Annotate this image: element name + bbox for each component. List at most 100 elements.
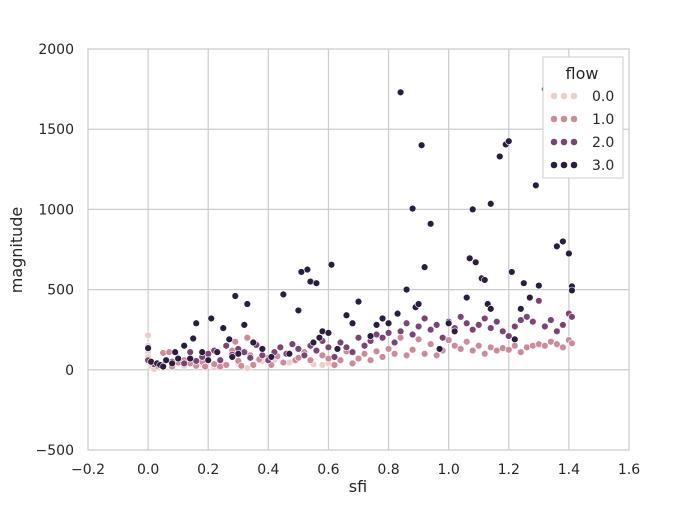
data-point	[414, 322, 423, 331]
data-point	[189, 334, 197, 343]
data-point	[517, 305, 525, 313]
data-point	[390, 350, 399, 358]
data-point	[285, 350, 294, 358]
legend-label: 2.0	[592, 135, 614, 151]
data-point	[469, 346, 477, 355]
data-point	[505, 137, 513, 145]
data-point	[300, 351, 309, 360]
data-point	[384, 329, 393, 337]
data-point	[541, 342, 549, 350]
data-point	[378, 334, 387, 342]
data-point	[487, 324, 495, 332]
data-point	[390, 338, 399, 347]
data-point	[231, 292, 239, 300]
data-point	[493, 317, 501, 326]
data-point	[249, 361, 258, 369]
data-point	[435, 345, 444, 353]
data-point	[201, 362, 209, 371]
data-point	[511, 342, 519, 350]
data-point	[216, 356, 224, 364]
data-point	[472, 258, 480, 267]
y-tick-label: −500	[36, 443, 74, 459]
x-tick-label: 1.4	[558, 462, 580, 478]
data-point	[279, 290, 288, 299]
legend-item: 0.0	[550, 89, 614, 105]
data-point	[372, 347, 381, 356]
data-point	[402, 285, 411, 294]
data-point	[219, 324, 227, 332]
data-point	[396, 327, 405, 336]
data-point	[402, 351, 411, 360]
data-point	[342, 343, 351, 352]
data-point	[508, 268, 516, 276]
data-point	[186, 354, 194, 363]
data-point	[559, 237, 567, 246]
data-point	[396, 88, 405, 97]
data-point	[354, 334, 363, 342]
data-point	[393, 309, 402, 318]
data-point	[240, 321, 248, 329]
data-point	[198, 348, 206, 356]
data-point	[171, 348, 179, 356]
data-point	[330, 353, 339, 361]
data-point	[348, 359, 357, 368]
data-point	[499, 327, 507, 336]
data-point	[499, 344, 507, 352]
data-point	[243, 300, 251, 308]
data-point	[204, 356, 212, 364]
data-point	[159, 349, 167, 357]
data-point	[309, 338, 318, 347]
data-point	[312, 346, 321, 355]
y-tick-label: 2000	[38, 42, 74, 58]
data-point	[496, 152, 504, 161]
legend: flow 0.0 1.0 2.0 3.0	[542, 56, 624, 179]
x-tick-label: 0.8	[377, 462, 399, 478]
data-point	[324, 354, 333, 363]
data-point	[174, 354, 182, 363]
data-point	[475, 321, 483, 329]
data-point	[565, 249, 573, 258]
data-point	[243, 334, 251, 342]
data-point	[420, 314, 429, 323]
x-tick-label: 1.0	[438, 462, 460, 478]
data-point	[384, 319, 393, 327]
data-point	[568, 313, 576, 321]
data-point	[342, 311, 351, 319]
data-point	[186, 348, 194, 356]
x-tick-label: 1.6	[618, 462, 640, 478]
data-point	[192, 319, 200, 327]
data-point	[306, 277, 315, 286]
data-point	[147, 358, 155, 366]
legend-label: 1.0	[592, 112, 614, 128]
data-point	[517, 348, 525, 356]
series-1.0	[153, 334, 576, 371]
data-point	[481, 276, 489, 284]
legend-label: 3.0	[592, 158, 614, 174]
data-point	[450, 342, 459, 350]
legend-marker	[550, 115, 558, 123]
data-point	[426, 326, 435, 334]
data-points	[144, 85, 576, 373]
data-point	[213, 348, 221, 356]
data-point	[249, 338, 258, 347]
data-point	[568, 286, 576, 295]
legend-marker	[570, 115, 578, 123]
legend-marker	[560, 115, 568, 123]
data-point	[348, 348, 357, 356]
data-point	[417, 141, 426, 149]
data-point	[267, 353, 276, 361]
x-tick-labels: −0.2 0.0 0.2 0.4 0.6 0.8 1.0 1.2 1.4 1.6	[71, 462, 640, 478]
data-point	[258, 345, 267, 353]
data-point	[414, 335, 423, 344]
data-point	[279, 358, 288, 367]
data-point	[348, 319, 357, 327]
data-point	[408, 346, 417, 354]
data-point	[180, 342, 188, 350]
data-point	[487, 200, 495, 208]
y-tick-label: 1000	[38, 202, 74, 218]
data-point	[432, 351, 441, 360]
data-point	[288, 340, 297, 348]
legend-item: 1.0	[550, 112, 614, 128]
data-point	[402, 319, 411, 327]
